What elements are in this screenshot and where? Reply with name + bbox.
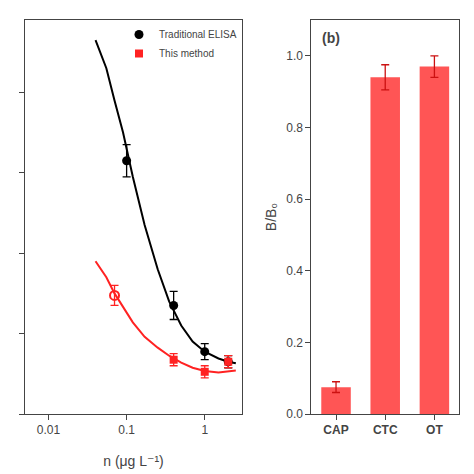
svg-text:CTC: CTC bbox=[373, 423, 398, 437]
svg-text:0.1: 0.1 bbox=[118, 423, 135, 437]
svg-text:OT: OT bbox=[426, 423, 443, 437]
svg-text:This method: This method bbox=[159, 48, 214, 59]
svg-text:0.8: 0.8 bbox=[286, 121, 303, 135]
svg-text:0.2: 0.2 bbox=[286, 336, 303, 350]
svg-text:B/B₀: B/B₀ bbox=[263, 203, 279, 232]
svg-text:1: 1 bbox=[201, 423, 208, 437]
svg-text:CAP: CAP bbox=[323, 423, 348, 437]
svg-text:n (μg L⁻¹): n (μg L⁻¹) bbox=[103, 453, 164, 469]
svg-text:1.0: 1.0 bbox=[286, 49, 303, 63]
svg-text:(b): (b) bbox=[322, 30, 340, 46]
svg-text:0.6: 0.6 bbox=[286, 192, 303, 206]
svg-text:0.01: 0.01 bbox=[37, 423, 61, 437]
svg-text:0.0: 0.0 bbox=[286, 407, 303, 421]
svg-text:0.4: 0.4 bbox=[286, 264, 303, 278]
svg-text:Traditional ELISA: Traditional ELISA bbox=[159, 29, 237, 40]
